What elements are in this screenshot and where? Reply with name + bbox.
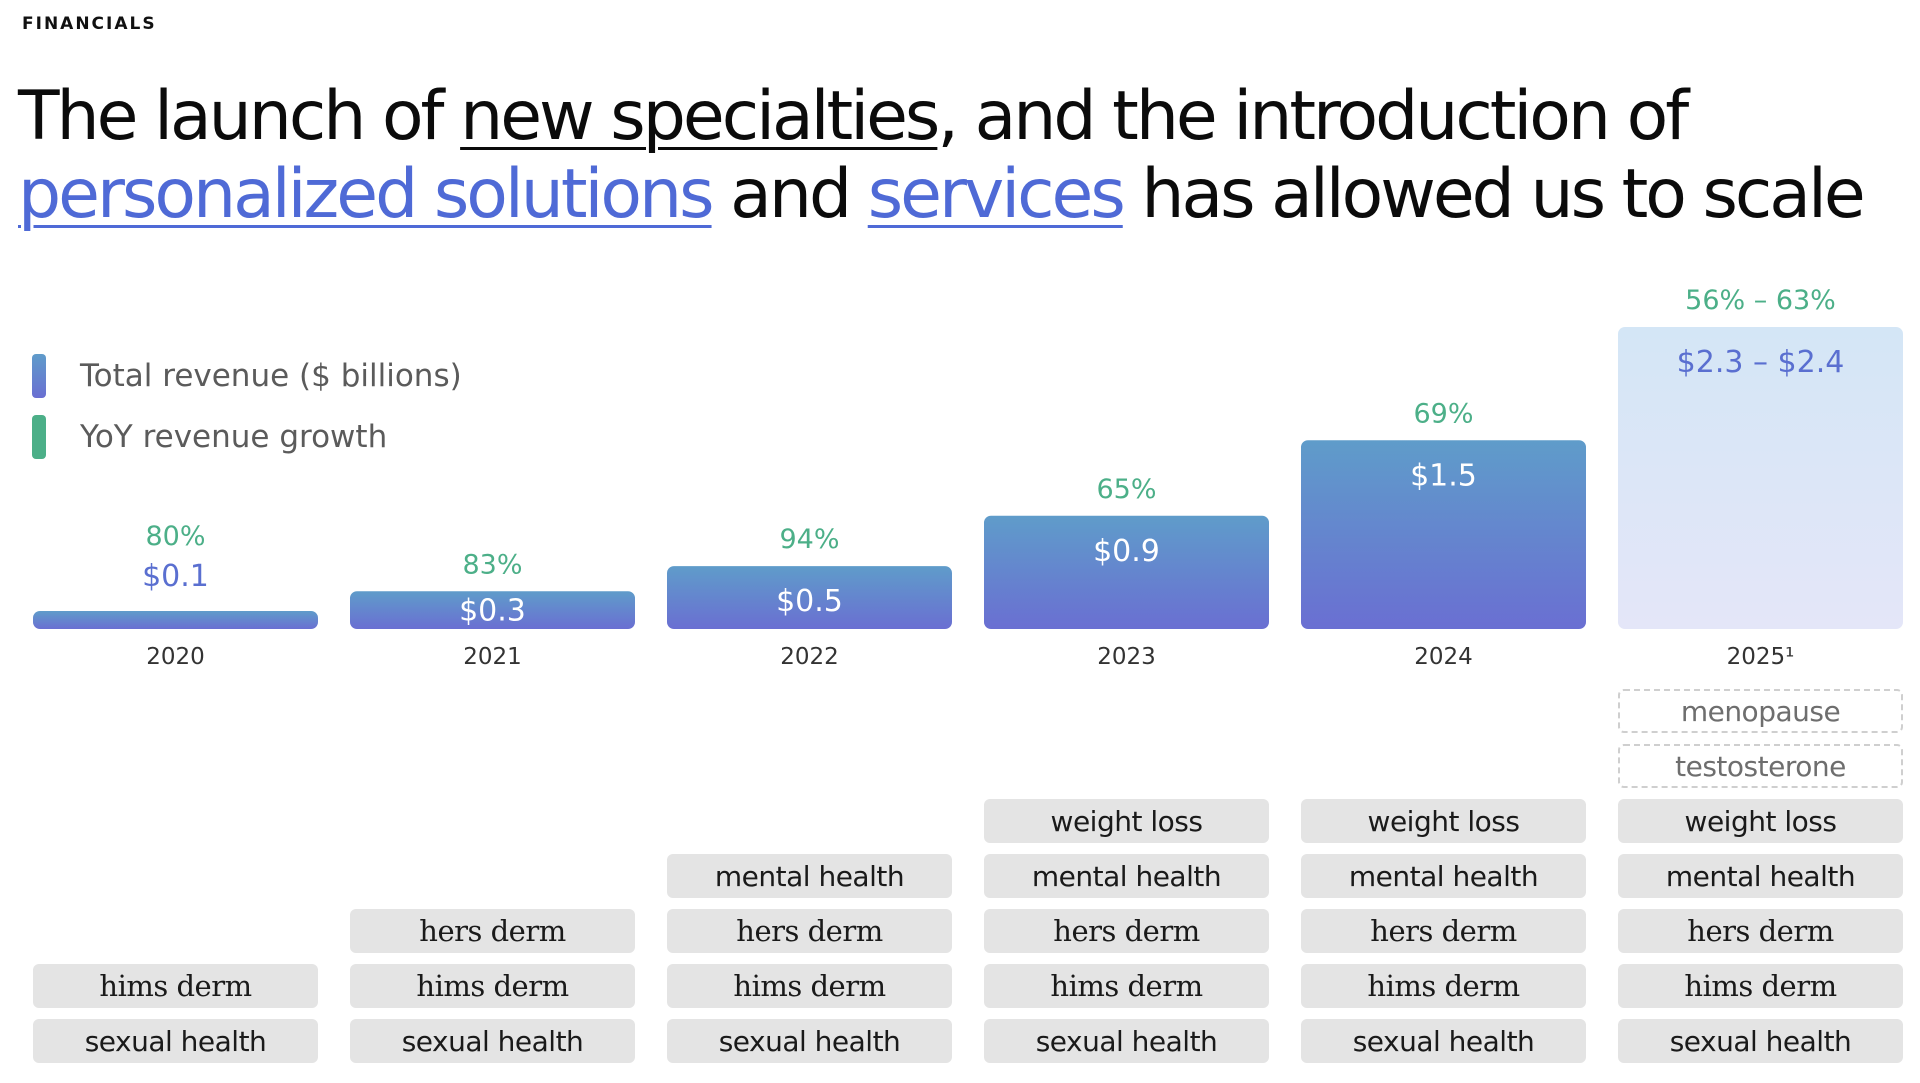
specialty-tag-2020-sexual-health: sexual health (33, 1019, 318, 1063)
specialty-tag-2021-hers-derm: hers derm (350, 909, 635, 953)
growth-label-2024: 69% (1413, 398, 1473, 429)
growth-label-2020: 80% (145, 521, 205, 552)
revenue-label-2020: $0.1 (142, 559, 209, 594)
legend-growth-label: YoY revenue growth (80, 419, 388, 455)
specialty-tag-2025-sexual-health: sexual health (1618, 1019, 1903, 1063)
year-label-2021: 2021 (463, 644, 522, 670)
specialty-tag-2025-mental-health: mental health (1618, 854, 1903, 898)
specialty-tag-2020-hims-derm: hims derm (33, 964, 318, 1008)
title-link-new-specialties: new specialties (460, 77, 940, 156)
legend-revenue: Total revenue ($ billions) (32, 354, 462, 398)
revenue-bar-2020 (33, 611, 318, 629)
revenue-label-2022: $0.5 (776, 584, 843, 619)
title-text: , and the introduction of (937, 77, 1689, 156)
specialty-tag-2021-sexual-health: sexual health (350, 1019, 635, 1063)
growth-label-2022: 94% (779, 524, 839, 555)
section-label: FINANCIALS (22, 14, 157, 34)
specialty-tag-2025-hers-derm: hers derm (1618, 909, 1903, 953)
specialty-tag-2024-sexual-health: sexual health (1301, 1019, 1586, 1063)
specialty-tag-2023-sexual-health: sexual health (984, 1019, 1269, 1063)
legend-growth: YoY revenue growth (32, 415, 387, 459)
growth-label-2025: 56% – 63% (1685, 285, 1836, 316)
year-label-2020: 2020 (146, 644, 205, 670)
revenue-chart: $0.1 80% 2020 $0.3 83% 2021 $0.5 94% 2022 $0.9 65%… (33, 285, 1903, 670)
specialty-tag-2023-mental-health: mental health (984, 854, 1269, 898)
legend-growth-swatch (32, 415, 46, 459)
specialty-tag-2025-testosterone: testosterone (1618, 744, 1903, 788)
title-text: and (711, 155, 868, 234)
specialty-tag-2025-menopause: menopause (1618, 689, 1903, 733)
legend-revenue-label: Total revenue ($ billions) (80, 358, 462, 394)
year-label-2023: 2023 (1097, 644, 1156, 670)
legend-revenue-swatch (32, 354, 46, 398)
specialty-tag-2022-mental-health: mental health (667, 854, 952, 898)
revenue-bar-2025 (1618, 327, 1903, 629)
specialty-tag-2024-hims-derm: hims derm (1301, 964, 1586, 1008)
specialty-tag-2022-sexual-health: sexual health (667, 1019, 952, 1063)
revenue-bar-2021 (350, 591, 635, 629)
specialty-tag-2025-hims-derm: hims derm (1618, 964, 1903, 1008)
specialty-tag-2023-hers-derm: hers derm (984, 909, 1269, 953)
year-label-2025: 2025¹ (1727, 644, 1795, 670)
title-link-personalized-solutions: personalized solutions (18, 155, 715, 234)
revenue-bar-2024 (1301, 440, 1586, 629)
revenue-label-2023: $0.9 (1093, 534, 1160, 569)
specialty-tag-2024-mental-health: mental health (1301, 854, 1586, 898)
revenue-label-2025: $2.3 – $2.4 (1677, 345, 1845, 380)
specialty-tag-2023-weight-loss: weight loss (984, 799, 1269, 843)
revenue-label-2024: $1.5 (1410, 458, 1477, 493)
specialty-tag-2023-hims-derm: hims derm (984, 964, 1269, 1008)
specialty-tag-2025-weight-loss: weight loss (1618, 799, 1903, 843)
revenue-bar-2022 (667, 566, 952, 629)
specialty-tag-2021-hims-derm: hims derm (350, 964, 635, 1008)
specialty-tag-2024-hers-derm: hers derm (1301, 909, 1586, 953)
revenue-label-2021: $0.3 (459, 593, 526, 628)
specialty-tag-2024-weight-loss: weight loss (1301, 799, 1586, 843)
growth-label-2023: 65% (1096, 474, 1156, 505)
growth-label-2021: 83% (462, 549, 522, 580)
page-title: The launch of new specialties, and the i… (18, 78, 1898, 234)
title-text: The launch of (18, 77, 461, 156)
specialty-tag-2022-hims-derm: hims derm (667, 964, 952, 1008)
title-text: has allowed us to scale (1122, 155, 1865, 234)
specialty-tag-2022-hers-derm: hers derm (667, 909, 952, 953)
revenue-bar-2023 (984, 515, 1269, 629)
title-link-services: services (867, 155, 1126, 234)
year-label-2024: 2024 (1414, 644, 1473, 670)
year-label-2022: 2022 (780, 644, 839, 670)
